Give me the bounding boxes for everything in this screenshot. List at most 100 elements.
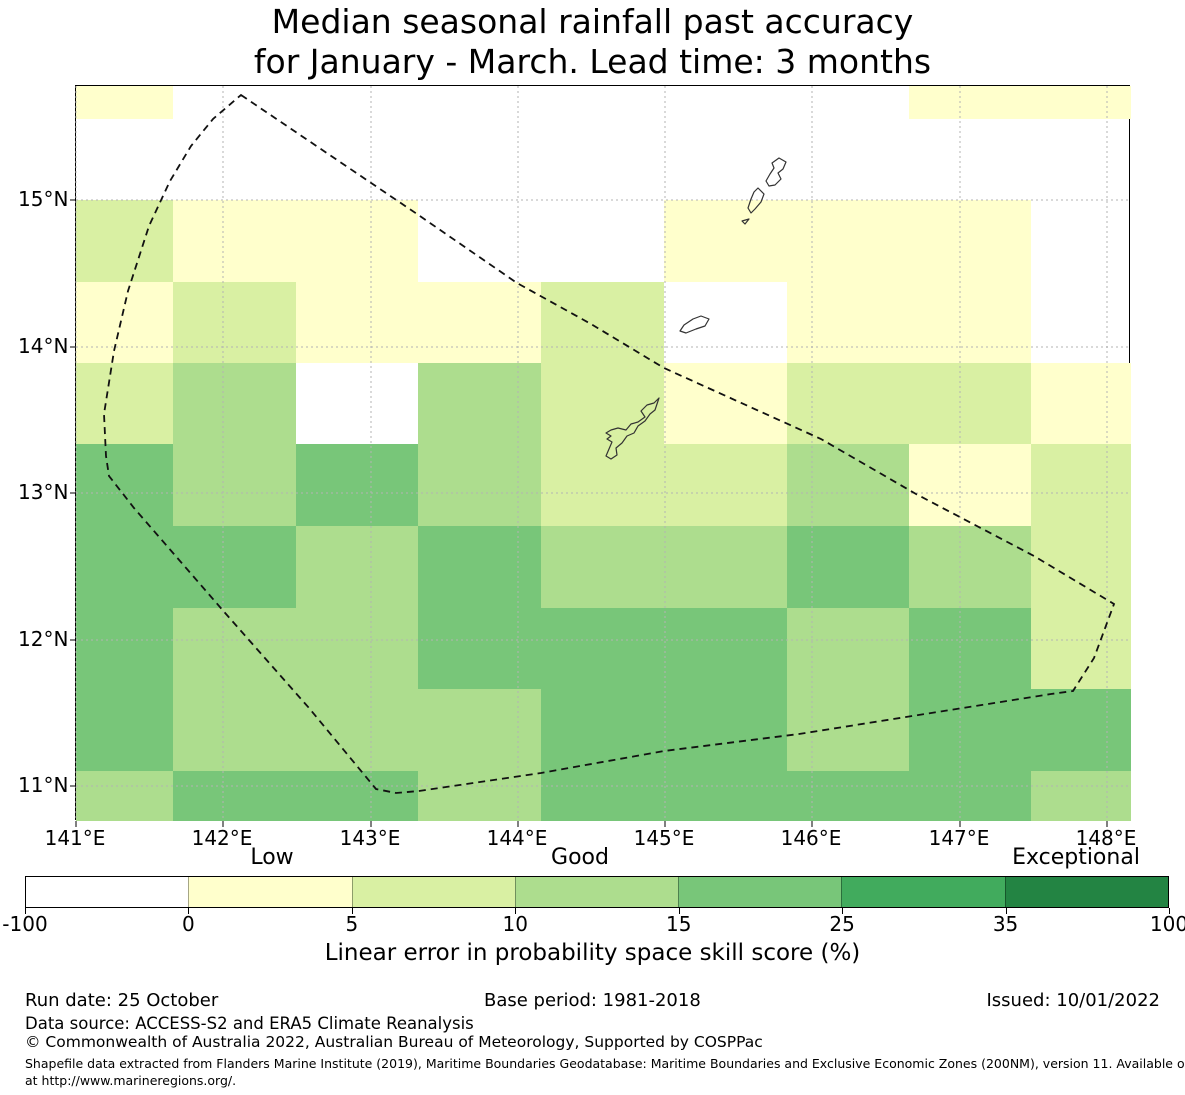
chart-title-line1: Median seasonal rainfall past accuracy	[271, 2, 914, 41]
heatmap-cell	[418, 526, 541, 608]
heatmap-cell	[787, 200, 909, 282]
colorbar-category-label: Low	[250, 845, 294, 870]
map-plot-area	[70, 85, 1131, 827]
run-date-text: Run date: 25 October	[25, 990, 219, 1011]
heatmap-cell	[787, 608, 909, 689]
heatmap-cell	[541, 363, 664, 444]
island-outline-tinian	[747, 187, 765, 214]
x-axis-tick-label: 147°E	[928, 826, 990, 850]
heatmap-cell	[909, 526, 1031, 608]
heatmap-cell	[787, 363, 909, 444]
shapefile-attribution-line2: at http://www.marineregions.org/.	[25, 1073, 237, 1088]
colorbar-tick-label: -100	[2, 912, 48, 936]
heatmap-cell	[541, 771, 664, 821]
page-title: Median seasonal rainfall past accuracy f…	[0, 2, 1185, 82]
heatmap-cell	[418, 608, 541, 689]
colorbar-tick-label: 15	[665, 912, 692, 936]
x-axis-tick-label: 144°E	[486, 826, 548, 850]
heatmap-cell	[664, 200, 787, 282]
colorbar-segment	[514, 877, 679, 907]
heatmap-cell	[1031, 771, 1131, 821]
heatmap-cell	[787, 444, 909, 526]
colorbar-tick-label: 0	[182, 912, 195, 936]
heatmap-cell	[296, 771, 418, 821]
heatmap-cell	[296, 526, 418, 608]
heatmap-cell	[173, 526, 296, 608]
heatmap-cell	[1031, 86, 1131, 119]
heatmap-cell	[418, 444, 541, 526]
island-outline-aguijan	[741, 218, 750, 225]
heatmap-cell	[173, 200, 296, 282]
heatmap-cell	[76, 282, 173, 363]
colorbar-tick-mark	[25, 908, 26, 914]
base-period-text: Base period: 1981-2018	[484, 990, 701, 1011]
chart-title-line2: for January - March. Lead time: 3 months	[253, 42, 932, 81]
heatmap-cell	[909, 771, 1031, 821]
heatmap-cell	[541, 689, 664, 771]
copyright-text: © Commonwealth of Australia 2022, Austra…	[25, 1033, 763, 1051]
colorbar-segment	[678, 877, 842, 907]
colorbar-segment	[1004, 877, 1168, 907]
y-axis-tick-label: 12°N	[18, 627, 69, 651]
heatmap-cell	[787, 526, 909, 608]
heatmap-cell	[296, 689, 418, 771]
heatmap-cell	[296, 282, 418, 363]
x-axis-tick-label: 146°E	[780, 826, 842, 850]
heatmap-cell	[76, 689, 173, 771]
heatmap-cell	[173, 444, 296, 526]
island-outline-saipan	[765, 157, 787, 187]
colorbar-tick-label: 10	[502, 912, 529, 936]
heatmap-cell	[296, 444, 418, 526]
heatmap-cell	[909, 200, 1031, 282]
x-axis-tick-label: 145°E	[633, 826, 695, 850]
heatmap-cell	[909, 689, 1031, 771]
heatmap-cell	[664, 526, 787, 608]
x-axis-tick-label: 142°E	[191, 826, 253, 850]
heatmap-cell	[418, 282, 541, 363]
island-outline-rota	[679, 315, 710, 334]
colorbar-category-label: Exceptional	[1012, 845, 1140, 870]
colorbar-segment	[351, 877, 515, 907]
eez-boundary-outline	[103, 93, 1116, 794]
heatmap-cell	[173, 363, 296, 444]
colorbar-tick-mark	[351, 908, 353, 914]
heatmap-cell	[296, 200, 418, 282]
issued-date-text: Issued: 10/01/2022	[986, 990, 1160, 1011]
island-outline-guam	[605, 397, 660, 460]
colorbar-tick-label: 25	[829, 912, 855, 936]
heatmap-canvas	[70, 86, 1131, 827]
heatmap-cell	[173, 689, 296, 771]
heatmap-cell	[76, 444, 173, 526]
colorbar-tick-label: 35	[992, 912, 1019, 936]
shapefile-attribution-line1: Shapefile data extracted from Flanders M…	[25, 1056, 1185, 1071]
heatmap-cell	[1031, 444, 1131, 526]
heatmap-cell	[173, 771, 296, 821]
heatmap-cell	[909, 282, 1031, 363]
colorbar-segment	[188, 877, 352, 907]
heatmap-cell	[76, 200, 173, 282]
heatmap-cell	[787, 771, 909, 821]
heatmap-cell	[1031, 363, 1131, 444]
heatmap-cell	[909, 86, 1031, 119]
colorbar-tick-label: 100	[1149, 912, 1185, 936]
heatmap-cell	[909, 363, 1031, 444]
heatmap-cell	[541, 526, 664, 608]
heatmap-cell	[173, 608, 296, 689]
y-axis-tick-label: 14°N	[18, 334, 69, 358]
colorbar-category-label: Good	[551, 845, 609, 870]
heatmap-cell	[418, 689, 541, 771]
heatmap-cell	[664, 363, 787, 444]
colorbar-tick-mark	[842, 908, 844, 914]
heatmap-cell	[664, 608, 787, 689]
heatmap-cell	[664, 689, 787, 771]
heatmap-cell	[541, 444, 664, 526]
heatmap-cell	[664, 444, 787, 526]
heatmap-cell	[418, 771, 541, 821]
heatmap-cell	[76, 86, 173, 119]
colorbar-axis-title: Linear error in probability space skill …	[324, 940, 861, 966]
heatmap-cell	[76, 608, 173, 689]
heatmap-cell	[296, 608, 418, 689]
heatmap-cell	[541, 608, 664, 689]
heatmap-cell	[76, 363, 173, 444]
